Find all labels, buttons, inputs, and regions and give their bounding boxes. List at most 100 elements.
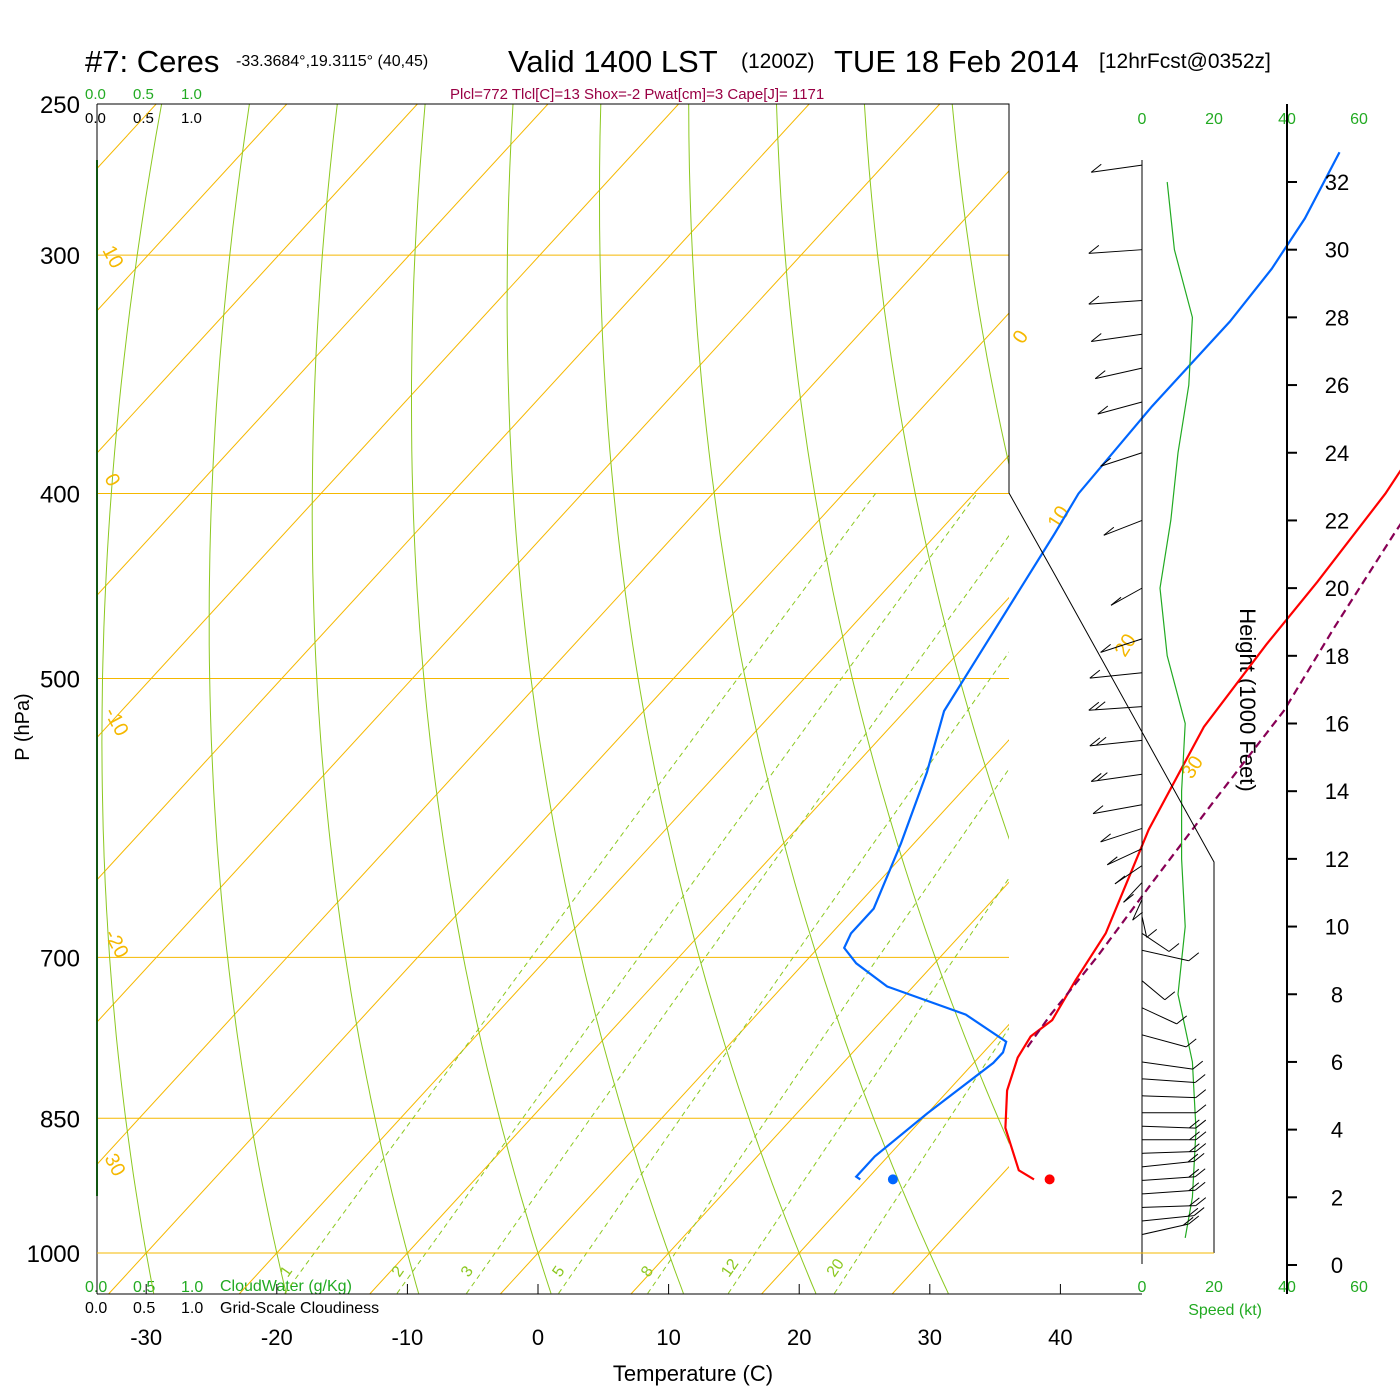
wind-barb xyxy=(1142,1104,1207,1114)
mixing-ratio-label: 5 xyxy=(549,1263,568,1280)
isotherm-line xyxy=(238,454,1009,1294)
height-axis-label: Height (1000 Feet) xyxy=(1235,608,1260,791)
isotherm-line xyxy=(97,104,941,1023)
surface-temperature-marker xyxy=(1044,1174,1055,1185)
wind-barb xyxy=(1141,1197,1207,1208)
wind-barb-flag xyxy=(1189,1119,1200,1129)
wind-barb-staff xyxy=(1091,164,1143,173)
wind-barb-flag xyxy=(1114,875,1126,885)
cloudiness-tick: 0.0 xyxy=(85,110,106,127)
mixing-ratio-label: 3 xyxy=(458,1263,477,1280)
wind-barb xyxy=(1141,1168,1206,1181)
height-tick-label: 22 xyxy=(1325,508,1349,533)
isotherm-label: -20 xyxy=(100,926,133,962)
cloudiness-tick: 1.0 xyxy=(181,110,202,127)
wind-barb-staff xyxy=(1141,980,1166,1001)
pressure-tick-label: 500 xyxy=(40,667,80,694)
dry-adiabat-line xyxy=(688,104,949,1294)
wind-barb xyxy=(1141,980,1176,1001)
dry-adiabat-line xyxy=(208,104,287,1294)
mixing-ratio-line xyxy=(284,493,876,1294)
wind-barb-flag xyxy=(1188,1182,1200,1192)
cloudwater-tick: 0.0 xyxy=(85,86,106,103)
wind-barb-staff xyxy=(1141,1160,1195,1168)
wind-barb-staff xyxy=(1088,249,1143,254)
wind-barb-staff xyxy=(1088,706,1143,711)
wind-barb-staff xyxy=(1110,587,1143,606)
mixing-ratio-label: 2 xyxy=(389,1263,408,1280)
wind-barb xyxy=(1141,1034,1197,1048)
cloudwater-tick: 0.5 xyxy=(133,1279,155,1296)
isotherm-line xyxy=(1284,104,1400,1294)
pressure-tick-label: 700 xyxy=(40,945,80,972)
wind-barb-staff xyxy=(1089,672,1143,679)
temperature-tick-label: 20 xyxy=(787,1325,811,1350)
wind-barb-flag xyxy=(1092,805,1104,814)
y-axis-label: P (hPa) xyxy=(12,693,34,760)
wind-barb-flag xyxy=(1164,991,1176,1001)
wind-barb xyxy=(1132,899,1143,921)
valid-date: TUE 18 Feb 2014 xyxy=(834,44,1079,79)
wind-barb-flag xyxy=(1110,596,1122,606)
pressure-tick-label: 250 xyxy=(40,92,80,119)
wind-barb xyxy=(1141,1089,1207,1099)
wind-barb-staff xyxy=(1091,333,1143,342)
wind-barb-flag xyxy=(1176,1015,1188,1025)
parcel-profile-line xyxy=(1026,523,1400,1048)
wind-barb-flag xyxy=(1088,295,1100,305)
wind-barb-flag xyxy=(1195,1131,1207,1141)
isotherm-line xyxy=(761,1023,1009,1294)
wind-barb-flag xyxy=(1123,893,1134,903)
height-tick-label: 20 xyxy=(1325,576,1349,601)
wind-barb xyxy=(1089,736,1143,747)
wind-barb xyxy=(1090,163,1143,173)
wind-barb-staff xyxy=(1097,401,1143,415)
wind-barb-flag xyxy=(1194,1181,1206,1191)
isotherm-label: 20 xyxy=(1111,630,1141,661)
height-tick-label: 10 xyxy=(1325,915,1349,940)
wind-barb-flag xyxy=(1106,856,1118,866)
height-tick-label: 4 xyxy=(1331,1118,1343,1143)
wind-barb-flag xyxy=(1193,1207,1205,1216)
wind-barb xyxy=(1090,333,1143,342)
wind-barb-staff xyxy=(1100,638,1143,653)
height-tick-label: 18 xyxy=(1325,644,1349,669)
wind-barb xyxy=(1141,1215,1200,1236)
cloud-scale-bottom: 0.0 0.5 1.0 CloudWater (g/Kg) 0.0 0.5 1.… xyxy=(85,1278,379,1317)
wind-barb xyxy=(1142,1131,1207,1141)
wind-barb-staff xyxy=(1141,1078,1196,1084)
plot-grid xyxy=(97,104,1400,1294)
wind-barb xyxy=(1106,848,1143,866)
speed-tick: 20 xyxy=(1205,1279,1223,1296)
cloudiness-label: Grid-Scale Cloudiness xyxy=(220,1300,379,1317)
wind-barb-flag xyxy=(1088,244,1100,254)
wind-barb-flag xyxy=(1185,1038,1197,1048)
dry-adiabat-line xyxy=(951,104,1009,467)
dewpoint-profile-line xyxy=(842,151,1341,1181)
wind-barb-staff xyxy=(1132,899,1143,921)
isotherm-label: 30 xyxy=(100,1150,130,1180)
height-tick-label: 2 xyxy=(1331,1185,1343,1210)
wind-barb-staff xyxy=(1141,916,1148,938)
wind-barb-staff xyxy=(1141,1095,1196,1099)
speed-tick: 20 xyxy=(1205,111,1223,128)
wind-barb-flag xyxy=(1189,1197,1200,1207)
dry-adiabat-line xyxy=(411,104,552,1294)
cloudwater-label: CloudWater (g/Kg) xyxy=(220,1278,352,1295)
mixing-ratio-line xyxy=(396,493,978,1294)
wind-barb-flag xyxy=(1193,1153,1205,1162)
wind-barb-flag xyxy=(1192,1060,1204,1070)
wind-barb xyxy=(1092,804,1143,815)
wind-barb-staff xyxy=(1141,1007,1177,1025)
isotherm-label: -10 xyxy=(100,704,133,740)
temperature-tick-label: 30 xyxy=(918,1325,942,1350)
mixing-ratio-line xyxy=(558,651,1009,1294)
dry-adiabat-line xyxy=(506,104,684,1294)
wind-barb-flag xyxy=(1187,1153,1199,1163)
wind-barb-staff xyxy=(1141,1034,1187,1048)
station-title: #7: Ceres xyxy=(85,44,219,79)
wind-barb xyxy=(1110,587,1143,606)
pressure-tick-label: 400 xyxy=(40,482,80,509)
wind-barb-flag xyxy=(1100,457,1111,467)
mixing-ratio-label: 8 xyxy=(638,1263,657,1280)
